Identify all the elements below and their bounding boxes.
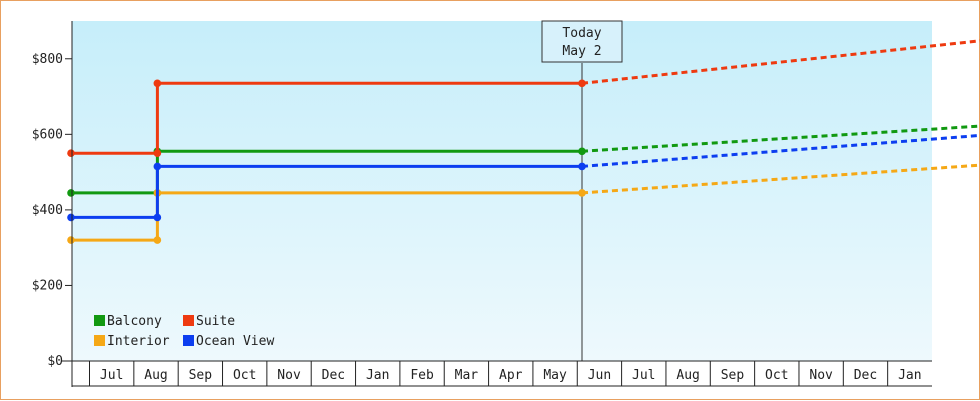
y-tick-label: $400 [32, 203, 63, 218]
data-point-suite [153, 79, 162, 88]
data-point-balcony [578, 147, 586, 156]
data-point-interior [153, 236, 162, 244]
x-tick-label: Jul [100, 368, 123, 383]
data-point-ocean-view [153, 213, 162, 222]
data-point-interior [578, 189, 586, 197]
x-tick-label: Oct [233, 368, 256, 383]
legend-label-interior: Interior [107, 334, 170, 349]
x-tick-label: Nov [277, 368, 301, 383]
x-tick-label: May [543, 368, 567, 383]
x-tick-label: Jan [898, 368, 921, 383]
data-point-interior [67, 236, 75, 244]
data-point-ocean-view [153, 162, 162, 171]
x-tick-label: Nov [809, 368, 833, 383]
data-point-suite [578, 79, 586, 88]
x-tick-label: Aug [144, 368, 167, 383]
y-tick-label: $800 [32, 52, 63, 67]
data-point-suite [153, 149, 162, 158]
today-date: May 2 [562, 44, 601, 59]
y-tick-label: $0 [47, 354, 63, 369]
legend-swatch-suite [183, 315, 194, 326]
x-tick-label: Apr [499, 368, 523, 383]
x-tick-label: Dec [322, 368, 345, 383]
today-label: Today [562, 26, 601, 41]
x-tick-label: Jan [366, 368, 389, 383]
legend-swatch-ocean-view [183, 335, 194, 346]
series-line-ocean-view [71, 164, 582, 219]
y-tick-label: $200 [32, 278, 63, 293]
data-point-balcony [67, 189, 75, 197]
series-forecast-ocean-view [581, 133, 980, 168]
legend-label-ocean-view: Ocean View [196, 334, 274, 349]
today-box [541, 20, 623, 63]
x-tick-label: Aug [676, 368, 699, 383]
series-forecast-balcony [581, 124, 980, 153]
x-tick-label: Feb [410, 368, 434, 383]
x-tick-label: Sep [189, 368, 213, 383]
x-tick-label: Mar [455, 368, 479, 383]
series-line-suite [71, 81, 582, 155]
legend-label-suite: Suite [196, 314, 235, 329]
series-forecast-suite [581, 39, 980, 85]
x-tick-label: Dec [854, 368, 877, 383]
legend-label-balcony: Balcony [107, 314, 162, 329]
data-point-ocean-view [67, 213, 75, 222]
x-tick-label: Jun [588, 368, 611, 383]
series-forecast-interior [581, 163, 980, 195]
y-tick-label: $600 [32, 127, 63, 142]
legend: Balcony Suite Interior Ocean View [94, 314, 274, 349]
legend-swatch-balcony [94, 315, 105, 326]
x-tick-label: Jul [632, 368, 655, 383]
data-point-ocean-view [578, 162, 586, 171]
x-tick-label: Sep [721, 368, 745, 383]
legend-swatch-interior [94, 335, 105, 346]
data-point-suite [67, 149, 75, 158]
x-tick-label: Oct [765, 368, 788, 383]
plot-area [72, 21, 932, 361]
